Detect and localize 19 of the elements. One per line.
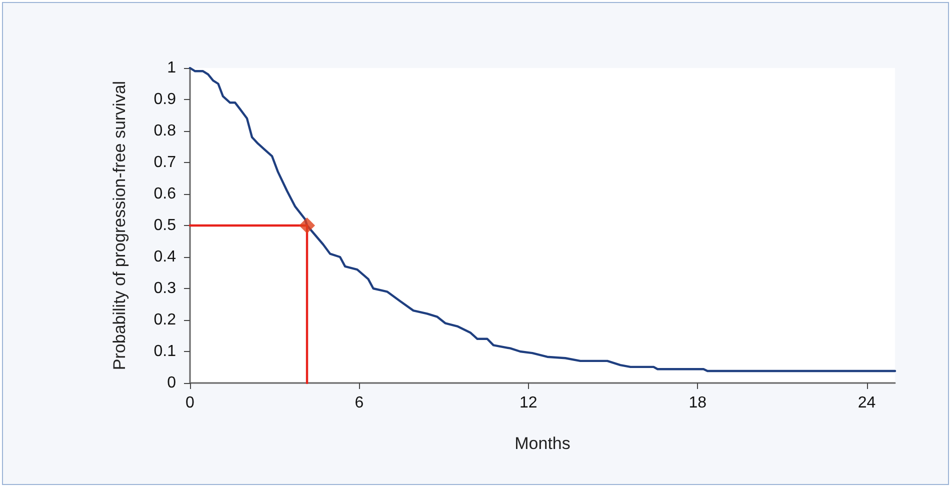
y-tick-label: 0.9 — [154, 91, 176, 108]
x-tick-label: 0 — [186, 394, 195, 412]
y-tick-label: 0.5 — [154, 217, 176, 234]
y-tick-label: 1 — [167, 60, 176, 76]
y-tick-label: 0.4 — [154, 248, 176, 266]
y-tick-label: 0.2 — [154, 312, 176, 328]
y-tick-label: 0.1 — [154, 343, 176, 360]
x-tick-label: 18 — [688, 394, 707, 412]
x-tick-label: 6 — [354, 394, 364, 412]
line-series — [188, 66, 896, 372]
y-tick-label: 0.8 — [154, 122, 176, 140]
y-tick-label: 0.3 — [154, 280, 176, 297]
y-tick-label: 0.6 — [154, 186, 176, 202]
x-tick-label: 24 — [858, 394, 876, 412]
x-axis-title: Months — [514, 434, 570, 453]
x-tick-label: 12 — [520, 394, 538, 412]
y-tick-label: 0 — [167, 374, 176, 392]
y-axis-title: Probability of progression-free survival — [110, 80, 129, 370]
y-tick-label: 0.7 — [154, 154, 176, 171]
